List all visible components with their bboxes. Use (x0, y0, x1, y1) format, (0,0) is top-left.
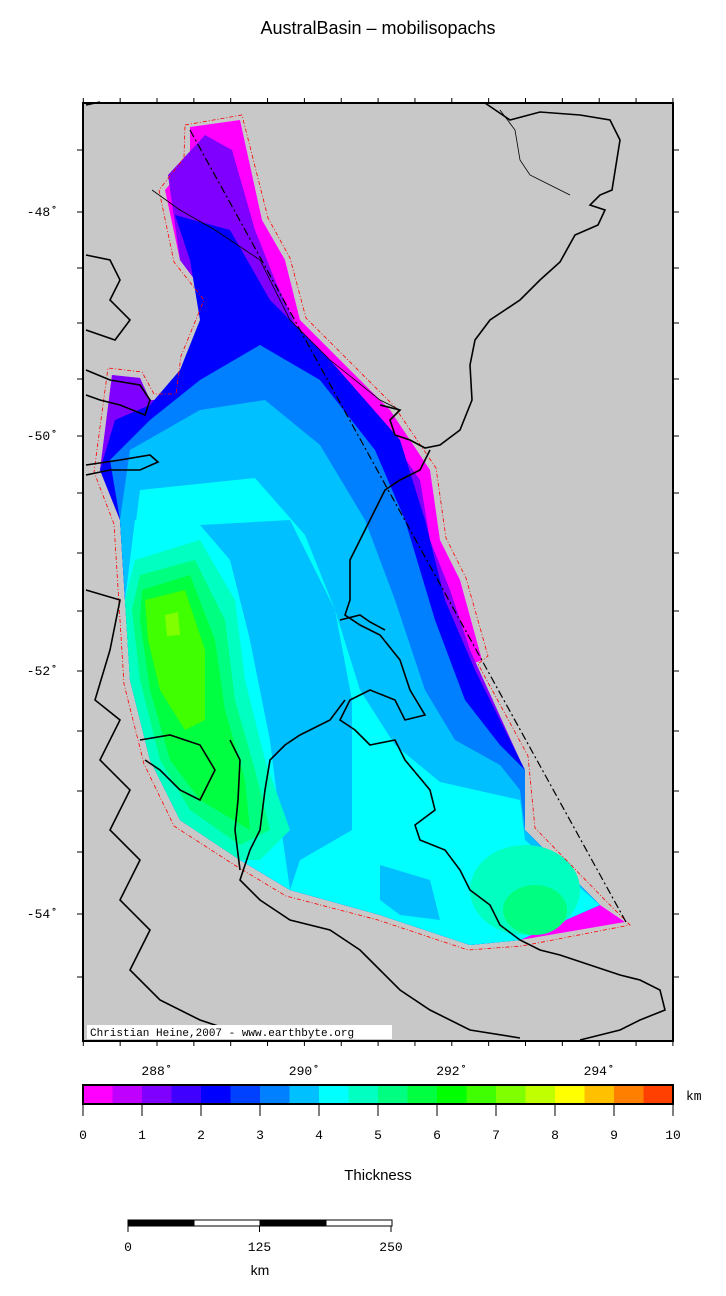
colorbar-tick-label: 7 (492, 1128, 500, 1143)
colorbar-bin (260, 1085, 290, 1104)
colorbar-bin (643, 1085, 674, 1104)
lon-label: 290˚ (289, 1064, 320, 1079)
isopach-zone-cyan (135, 478, 600, 945)
isopach-zone-yellow-green-spot (165, 612, 180, 636)
lon-label: 288˚ (141, 1064, 172, 1079)
scalebar-tick-label: 125 (248, 1240, 271, 1255)
colorbar-tick-label: 2 (197, 1128, 205, 1143)
lat-label: -54˚ (27, 907, 58, 922)
colorbar-bin (614, 1085, 644, 1104)
frame-ticks (77, 98, 679, 1046)
lon-label: 292˚ (436, 1064, 467, 1079)
colorbar: 0 1 2 3 4 5 6 7 8 9 10 km (79, 1084, 702, 1143)
scale-bar: 0 125 250 km (124, 1219, 403, 1278)
colorbar-tick-label: 9 (610, 1128, 618, 1143)
colorbar-bin (112, 1085, 143, 1104)
colorbar-tick-label: 3 (256, 1128, 264, 1143)
lat-label: -48˚ (27, 205, 58, 220)
colorbar-bin (201, 1085, 231, 1104)
scalebar-unit: km (251, 1262, 270, 1278)
colorbar-tick-label: 4 (315, 1128, 323, 1143)
lat-label: -52˚ (27, 664, 58, 679)
map-panel: 288˚ 290˚ 292˚ 294˚ -48˚ -50˚ -52˚ -54˚ Christi… (27, 98, 679, 1079)
colorbar-bin (466, 1085, 497, 1104)
map-title: AustralBasin – mobilisopachs (260, 18, 496, 38)
colorbar-bin (83, 1085, 113, 1104)
colorbar-bin (437, 1085, 467, 1104)
colorbar-unit: km (686, 1089, 702, 1104)
colorbar-bin (142, 1085, 172, 1104)
colorbar-tick-label: 8 (551, 1128, 559, 1143)
colorbar-bin (171, 1085, 202, 1104)
credit-box (87, 1025, 392, 1039)
scalebar-segment (259, 1219, 327, 1227)
colorbar-bin (584, 1085, 615, 1104)
colorbar-tick-label: 0 (79, 1128, 87, 1143)
isopach-zone-light-blue-central (200, 520, 352, 860)
colorbar-bin (525, 1085, 556, 1104)
colorbar-tick-label: 6 (433, 1128, 441, 1143)
colorbar-tick-label: 5 (374, 1128, 382, 1143)
colorbar-bin (319, 1085, 349, 1104)
colorbar-bin (407, 1085, 438, 1104)
colorbar-bin (555, 1085, 585, 1104)
axis-labels: 288˚ 290˚ 292˚ 294˚ -48˚ -50˚ -52˚ -54˚ (27, 205, 615, 1079)
lon-label: 294˚ (584, 1064, 615, 1079)
isopach-zone-lime (145, 590, 205, 730)
scalebar-segment (193, 1219, 261, 1227)
credit-text: Christian Heine,2007 - www.earthbyte.org (90, 1028, 354, 1040)
colorbar-bin (496, 1085, 526, 1104)
lat-label: -50˚ (27, 429, 58, 444)
scalebar-tick-label: 250 (379, 1240, 402, 1255)
colorbar-tick-label: 10 (665, 1128, 681, 1143)
colorbar-bin (378, 1085, 408, 1104)
colorbar-tick-label: 1 (138, 1128, 146, 1143)
colorbar-bin (289, 1085, 320, 1104)
colorbar-label: Thickness (344, 1167, 412, 1184)
scalebar-segment (325, 1219, 393, 1227)
isopach-blob-light-blue-south (380, 865, 440, 920)
colorbar-bin (348, 1085, 379, 1104)
basin-outline (93, 114, 631, 951)
colorbar-bin (230, 1085, 261, 1104)
coastlines (85, 101, 666, 1041)
isopach-blob-green-southeast (503, 885, 567, 935)
rivers (151, 109, 571, 411)
scalebar-tick-label: 0 (124, 1240, 132, 1255)
profile-line (189, 129, 627, 923)
scalebar-segment (127, 1219, 195, 1227)
